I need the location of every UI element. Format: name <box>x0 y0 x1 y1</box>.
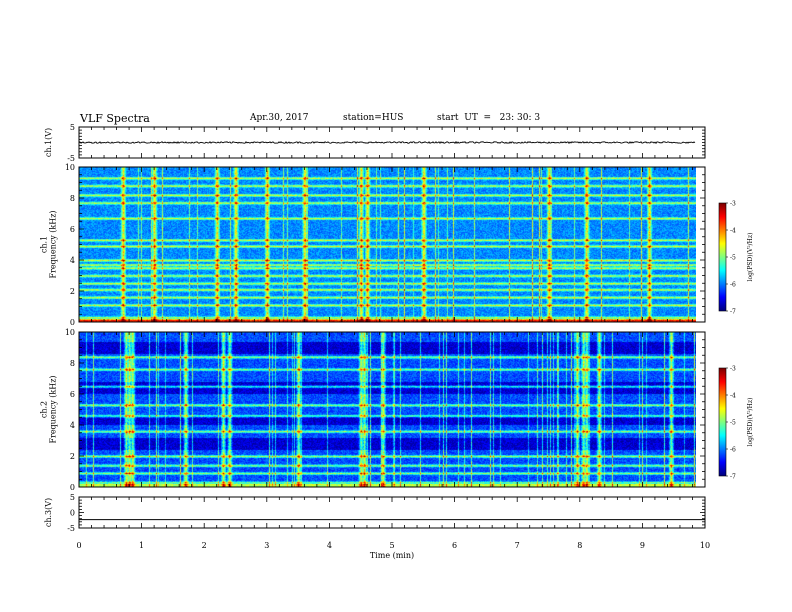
colorbar-label: log(PSD)(V²/Hz) <box>747 398 754 447</box>
colorbar-tick-label: -6 <box>730 282 736 289</box>
y-tick-label: 5 <box>70 123 75 132</box>
x-tick-label: 0 <box>76 541 81 550</box>
chart-title: VLF Spectra <box>80 112 150 125</box>
colorbar-tick-label: -5 <box>730 420 736 427</box>
colorbar-ch1 <box>719 203 726 311</box>
colorbar-tick-label: -3 <box>730 201 736 208</box>
spectrogram-ch2 <box>79 332 696 487</box>
colorbar-tick-label: -5 <box>730 255 736 262</box>
colorbar-tick-label: -3 <box>730 366 736 373</box>
date-label: Apr.30, 2017 <box>250 113 309 123</box>
y-tick-label: 6 <box>70 225 75 234</box>
colorbar-tick-label: -4 <box>730 393 736 400</box>
x-axis-label: Time (min) <box>370 551 414 560</box>
x-tick-label: 9 <box>640 541 645 550</box>
x-tick-label: 6 <box>452 541 457 550</box>
colorbar-tick-label: -7 <box>730 309 736 316</box>
colorbar-tick-label: -7 <box>730 474 736 481</box>
y-tick-label: 0 <box>70 509 75 518</box>
signal-line-ch1 <box>78 140 696 145</box>
y-tick-label: 0 <box>70 483 75 492</box>
y-tick-label: 8 <box>70 194 75 203</box>
y-axis-label: ch.3(V) <box>44 498 53 527</box>
colorbar-tick-label: -6 <box>730 447 736 454</box>
x-tick-label: 1 <box>139 541 144 550</box>
x-tick-label: 4 <box>327 541 332 550</box>
y-tick-label: 0 <box>70 318 75 327</box>
station-label: station=HUS <box>343 113 404 123</box>
y-axis-label: Frequency (kHz) <box>49 375 58 443</box>
y-tick-label: 2 <box>70 452 75 461</box>
x-tick-label: 8 <box>577 541 582 550</box>
x-tick-label: 2 <box>202 541 207 550</box>
y-tick-label: 2 <box>70 287 75 296</box>
y-axis-label: ch.1 <box>40 236 49 253</box>
y-tick-label: 4 <box>70 256 75 265</box>
y-tick-label: 5 <box>70 493 75 502</box>
y-tick-label: 6 <box>70 390 75 399</box>
x-tick-label: 3 <box>264 541 269 550</box>
x-tick-label: 7 <box>515 541 520 550</box>
y-tick-label: 10 <box>65 328 75 337</box>
colorbar-ch2 <box>719 368 726 476</box>
y-tick-label: 4 <box>70 421 75 430</box>
x-tick-label: 5 <box>389 541 394 550</box>
colorbar-tick-label: -4 <box>730 228 736 235</box>
colorbar-label: log(PSD)(V²/Hz) <box>747 233 754 282</box>
start-time-label: start UT = 23: 30: 3 <box>437 113 541 123</box>
y-tick-label: -5 <box>67 524 75 533</box>
y-axis-label: Frequency (kHz) <box>49 210 58 278</box>
spectrogram-ch1 <box>79 167 696 322</box>
y-axis-label: ch.2 <box>40 401 49 418</box>
y-tick-label: 10 <box>65 163 75 172</box>
y-axis-label: ch.1(V) <box>44 128 53 157</box>
x-tick-label: 10 <box>700 541 710 550</box>
y-tick-label: -5 <box>67 154 75 163</box>
y-tick-label: 8 <box>70 359 75 368</box>
